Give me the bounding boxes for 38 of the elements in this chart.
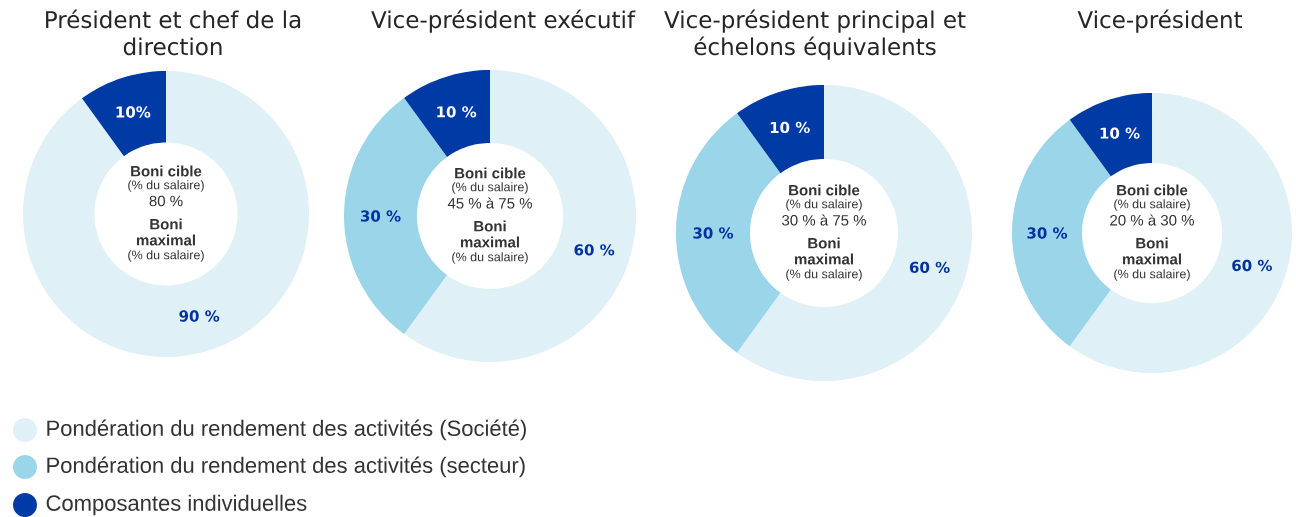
text: Boni cible [1117, 184, 1188, 196]
data-label: 30 % [1027, 227, 1068, 239]
text: (% du salaire) [1114, 199, 1190, 211]
data-label: 10 % [437, 106, 477, 118]
chart-title: Président et chef de la direction [46, 9, 301, 56]
text: 30 % à 75 % [782, 214, 866, 226]
text: Boni cible [455, 167, 526, 179]
text: (% du salaire) [452, 182, 528, 194]
data-label: 30 % [360, 210, 401, 222]
text: Boni maximal [794, 237, 853, 265]
text: Boni maximal [136, 218, 195, 246]
text: (% du salaire) [786, 199, 862, 211]
chart-title: Vice-président [1077, 9, 1243, 33]
text: (% du salaire) [1114, 269, 1190, 281]
data-label: 60 % [1232, 259, 1272, 272]
text: Boni cible [131, 165, 202, 177]
text: (% du salaire) [128, 250, 204, 262]
text: (% du salaire) [786, 269, 862, 281]
text: Boni maximal [1122, 237, 1181, 265]
text: 45 % à 75 % [447, 197, 532, 209]
text: (% du salaire) [128, 180, 204, 192]
legend-label: Composantes individuelles [46, 494, 307, 516]
legend-label: Pondération du rendement des activités (Société) [47, 419, 526, 441]
text: (% du salaire) [452, 252, 528, 264]
legend-label: Pondération du rendement des activités (secteur) [47, 456, 525, 478]
data-label: 10% [116, 106, 151, 118]
chart-title: Vice-président exécutif [371, 9, 636, 33]
data-label: 10 % [770, 121, 810, 134]
data-label: 30 % [693, 227, 734, 239]
data-label: 90 % [179, 310, 220, 322]
text: 80 % [149, 195, 183, 207]
text: Boni maximal [460, 220, 519, 248]
text: Boni cible [789, 184, 860, 196]
text: 20 % à 30 % [1110, 214, 1194, 226]
data-label: 60 % [574, 244, 615, 256]
data-label: 10 % [1100, 127, 1140, 139]
data-label: 60 % [909, 261, 950, 273]
chart-title: Vice-président principal et échelons équivalents [664, 9, 966, 60]
